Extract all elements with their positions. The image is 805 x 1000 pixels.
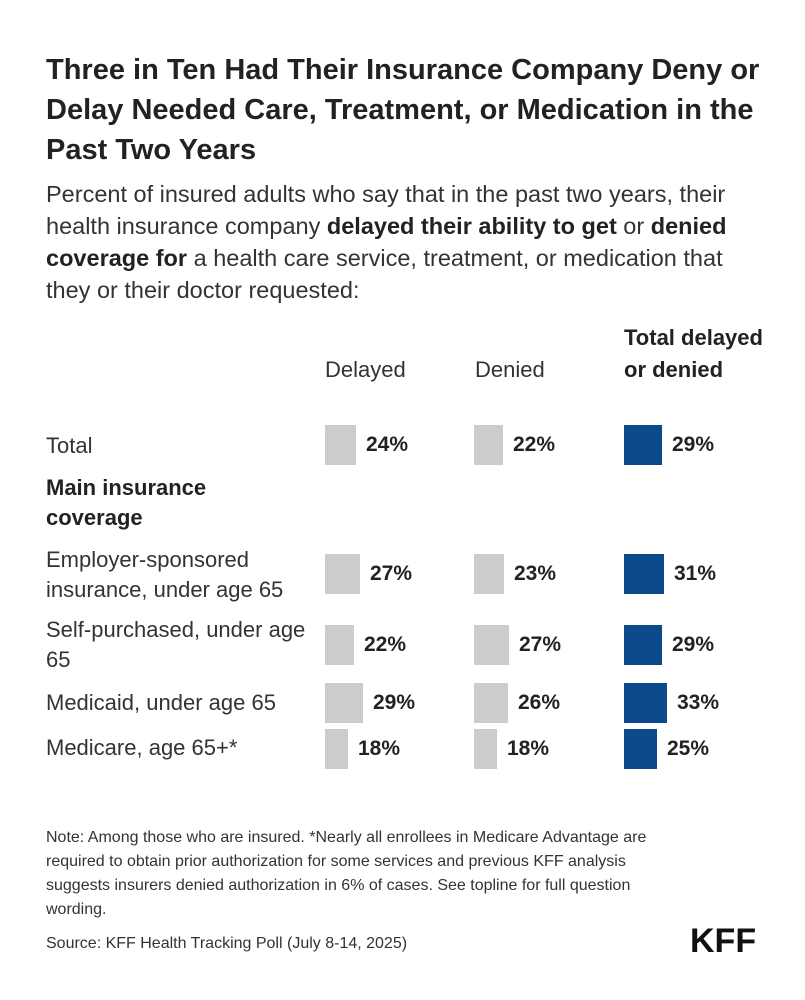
bar-denied-medicaid <box>474 683 508 723</box>
value-label-total-total: 29% <box>672 433 715 456</box>
column-header-delayed: Delayed <box>325 357 406 382</box>
value-label-total-medicare: 25% <box>667 737 710 760</box>
value-label-denied-employer: 23% <box>514 562 557 585</box>
value-label-denied-medicaid: 26% <box>518 691 561 714</box>
subtitle-text-2: or <box>616 213 651 239</box>
value-label-delayed-employer: 27% <box>370 562 413 585</box>
value-label-denied-medicare: 18% <box>507 737 550 760</box>
bar-total-total <box>624 425 662 465</box>
value-label-delayed-medicare: 18% <box>358 737 401 760</box>
bar-total-medicare <box>624 729 657 769</box>
bar-total-employer <box>624 554 664 594</box>
row-label-employer: Employer-sponsored insurance, under age … <box>46 547 284 602</box>
bar-total-medicaid <box>624 683 667 723</box>
row-label-medicare: Medicare, age 65+* <box>46 735 238 760</box>
bar-delayed-medicaid <box>325 683 363 723</box>
bar-denied-medicare <box>474 729 497 769</box>
subtitle-text-1: Percent of insured adults who say that i… <box>46 181 726 239</box>
bar-delayed-employer <box>325 554 360 594</box>
value-label-total-medicaid: 33% <box>677 691 720 714</box>
chart-title: Three in Ten Had Their Insurance Company… <box>46 54 760 166</box>
row-label-medicaid: Medicaid, under age 65 <box>46 690 276 715</box>
chart-note: Note: Among those who are insured. *Near… <box>46 829 647 918</box>
group-label-main-insurance: Main insurance coverage <box>46 475 207 530</box>
bar-denied-total <box>474 425 503 465</box>
bar-denied-employer <box>474 554 504 594</box>
chart-subtitle: Percent of insured adults who say that i… <box>46 178 766 306</box>
value-label-delayed-medicaid: 29% <box>373 691 416 714</box>
row-label-self-purchased: Self-purchased, under age 65 <box>46 617 306 672</box>
chart-source: Source: KFF Health Tracking Poll (July 8… <box>46 935 408 952</box>
bar-delayed-total <box>325 425 356 465</box>
row-label-total: Total <box>46 433 93 458</box>
value-label-total-employer: 31% <box>674 562 717 585</box>
value-label-denied-self-purchased: 27% <box>519 633 562 656</box>
value-label-denied-total: 22% <box>513 433 556 456</box>
column-header-total: Total delayed or denied <box>624 325 763 382</box>
value-label-total-self-purchased: 29% <box>672 633 715 656</box>
value-label-delayed-total: 24% <box>366 433 409 456</box>
bar-total-self-purchased <box>624 625 662 665</box>
subtitle-text-3: a health care service, treatment, or med… <box>46 245 723 303</box>
subtitle-bold-denied: denied coverage for <box>46 213 727 271</box>
bar-delayed-self-purchased <box>325 625 354 665</box>
bar-delayed-medicare <box>325 729 348 769</box>
value-label-delayed-self-purchased: 22% <box>364 633 407 656</box>
bar-denied-self-purchased <box>474 625 509 665</box>
column-header-denied: Denied <box>475 357 545 382</box>
subtitle-bold-delayed: delayed their ability to get <box>326 213 617 239</box>
kff-logo: KFF <box>690 922 757 960</box>
